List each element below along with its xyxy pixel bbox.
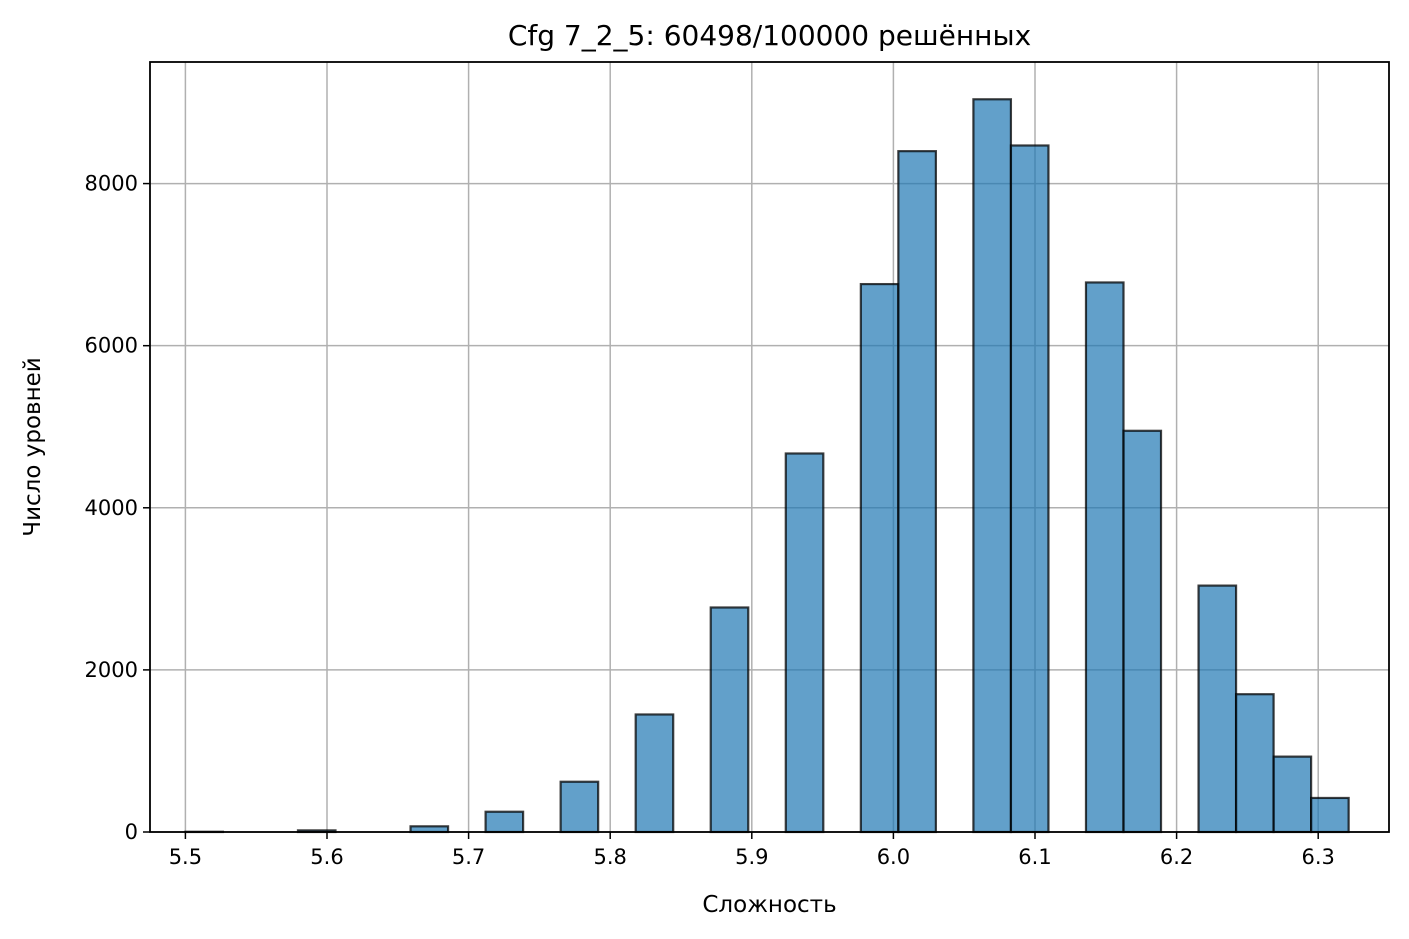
x-tick-label: 5.5 — [169, 845, 202, 869]
x-tick-label: 5.9 — [735, 845, 768, 869]
histogram-bar — [897, 150, 937, 834]
histogram-bar — [634, 713, 675, 834]
histogram-bars — [184, 98, 1350, 834]
histogram-bar — [859, 282, 900, 834]
x-tick-label: 5.6 — [310, 845, 343, 869]
x-tick-label: 6.2 — [1160, 845, 1193, 869]
histogram-bar — [709, 606, 750, 834]
x-tick-label: 6.1 — [1018, 845, 1051, 869]
histogram-bar — [972, 98, 1013, 834]
y-tick-label: 8000 — [85, 172, 138, 196]
histogram-bar — [1272, 755, 1313, 834]
y-tick-label: 2000 — [85, 658, 138, 682]
x-tick-label: 5.8 — [593, 845, 626, 869]
x-tick-label: 5.7 — [452, 845, 485, 869]
x-tick-label: 6.0 — [877, 845, 910, 869]
axis-ticks: 5.5 5.6 5.7 5.8 5.9 6.0 6.1 6.2 6.3 0 2000 4000 6000… — [85, 172, 1335, 869]
x-tick-label: 6.3 — [1301, 845, 1334, 869]
histogram-bar — [1197, 584, 1238, 834]
y-tick-label: 6000 — [85, 334, 138, 358]
histogram-bar — [484, 810, 525, 834]
histogram-bar — [1310, 796, 1350, 834]
y-tick-label: 0 — [125, 820, 138, 844]
chart-title: Cfg 7_2_5: 60498/100000 решённых — [508, 19, 1031, 52]
plot-frame — [149, 61, 1390, 833]
histogram-bar — [1122, 429, 1163, 834]
histogram-bar — [1084, 281, 1125, 834]
y-axis-label: Число уровней — [20, 357, 46, 536]
histogram-bar — [1234, 693, 1275, 834]
x-axis-label: Сложность — [702, 892, 836, 918]
histogram-bar — [1009, 144, 1050, 834]
histogram-bar — [559, 780, 600, 834]
histogram-bar — [784, 452, 825, 834]
y-tick-label: 4000 — [85, 496, 138, 520]
